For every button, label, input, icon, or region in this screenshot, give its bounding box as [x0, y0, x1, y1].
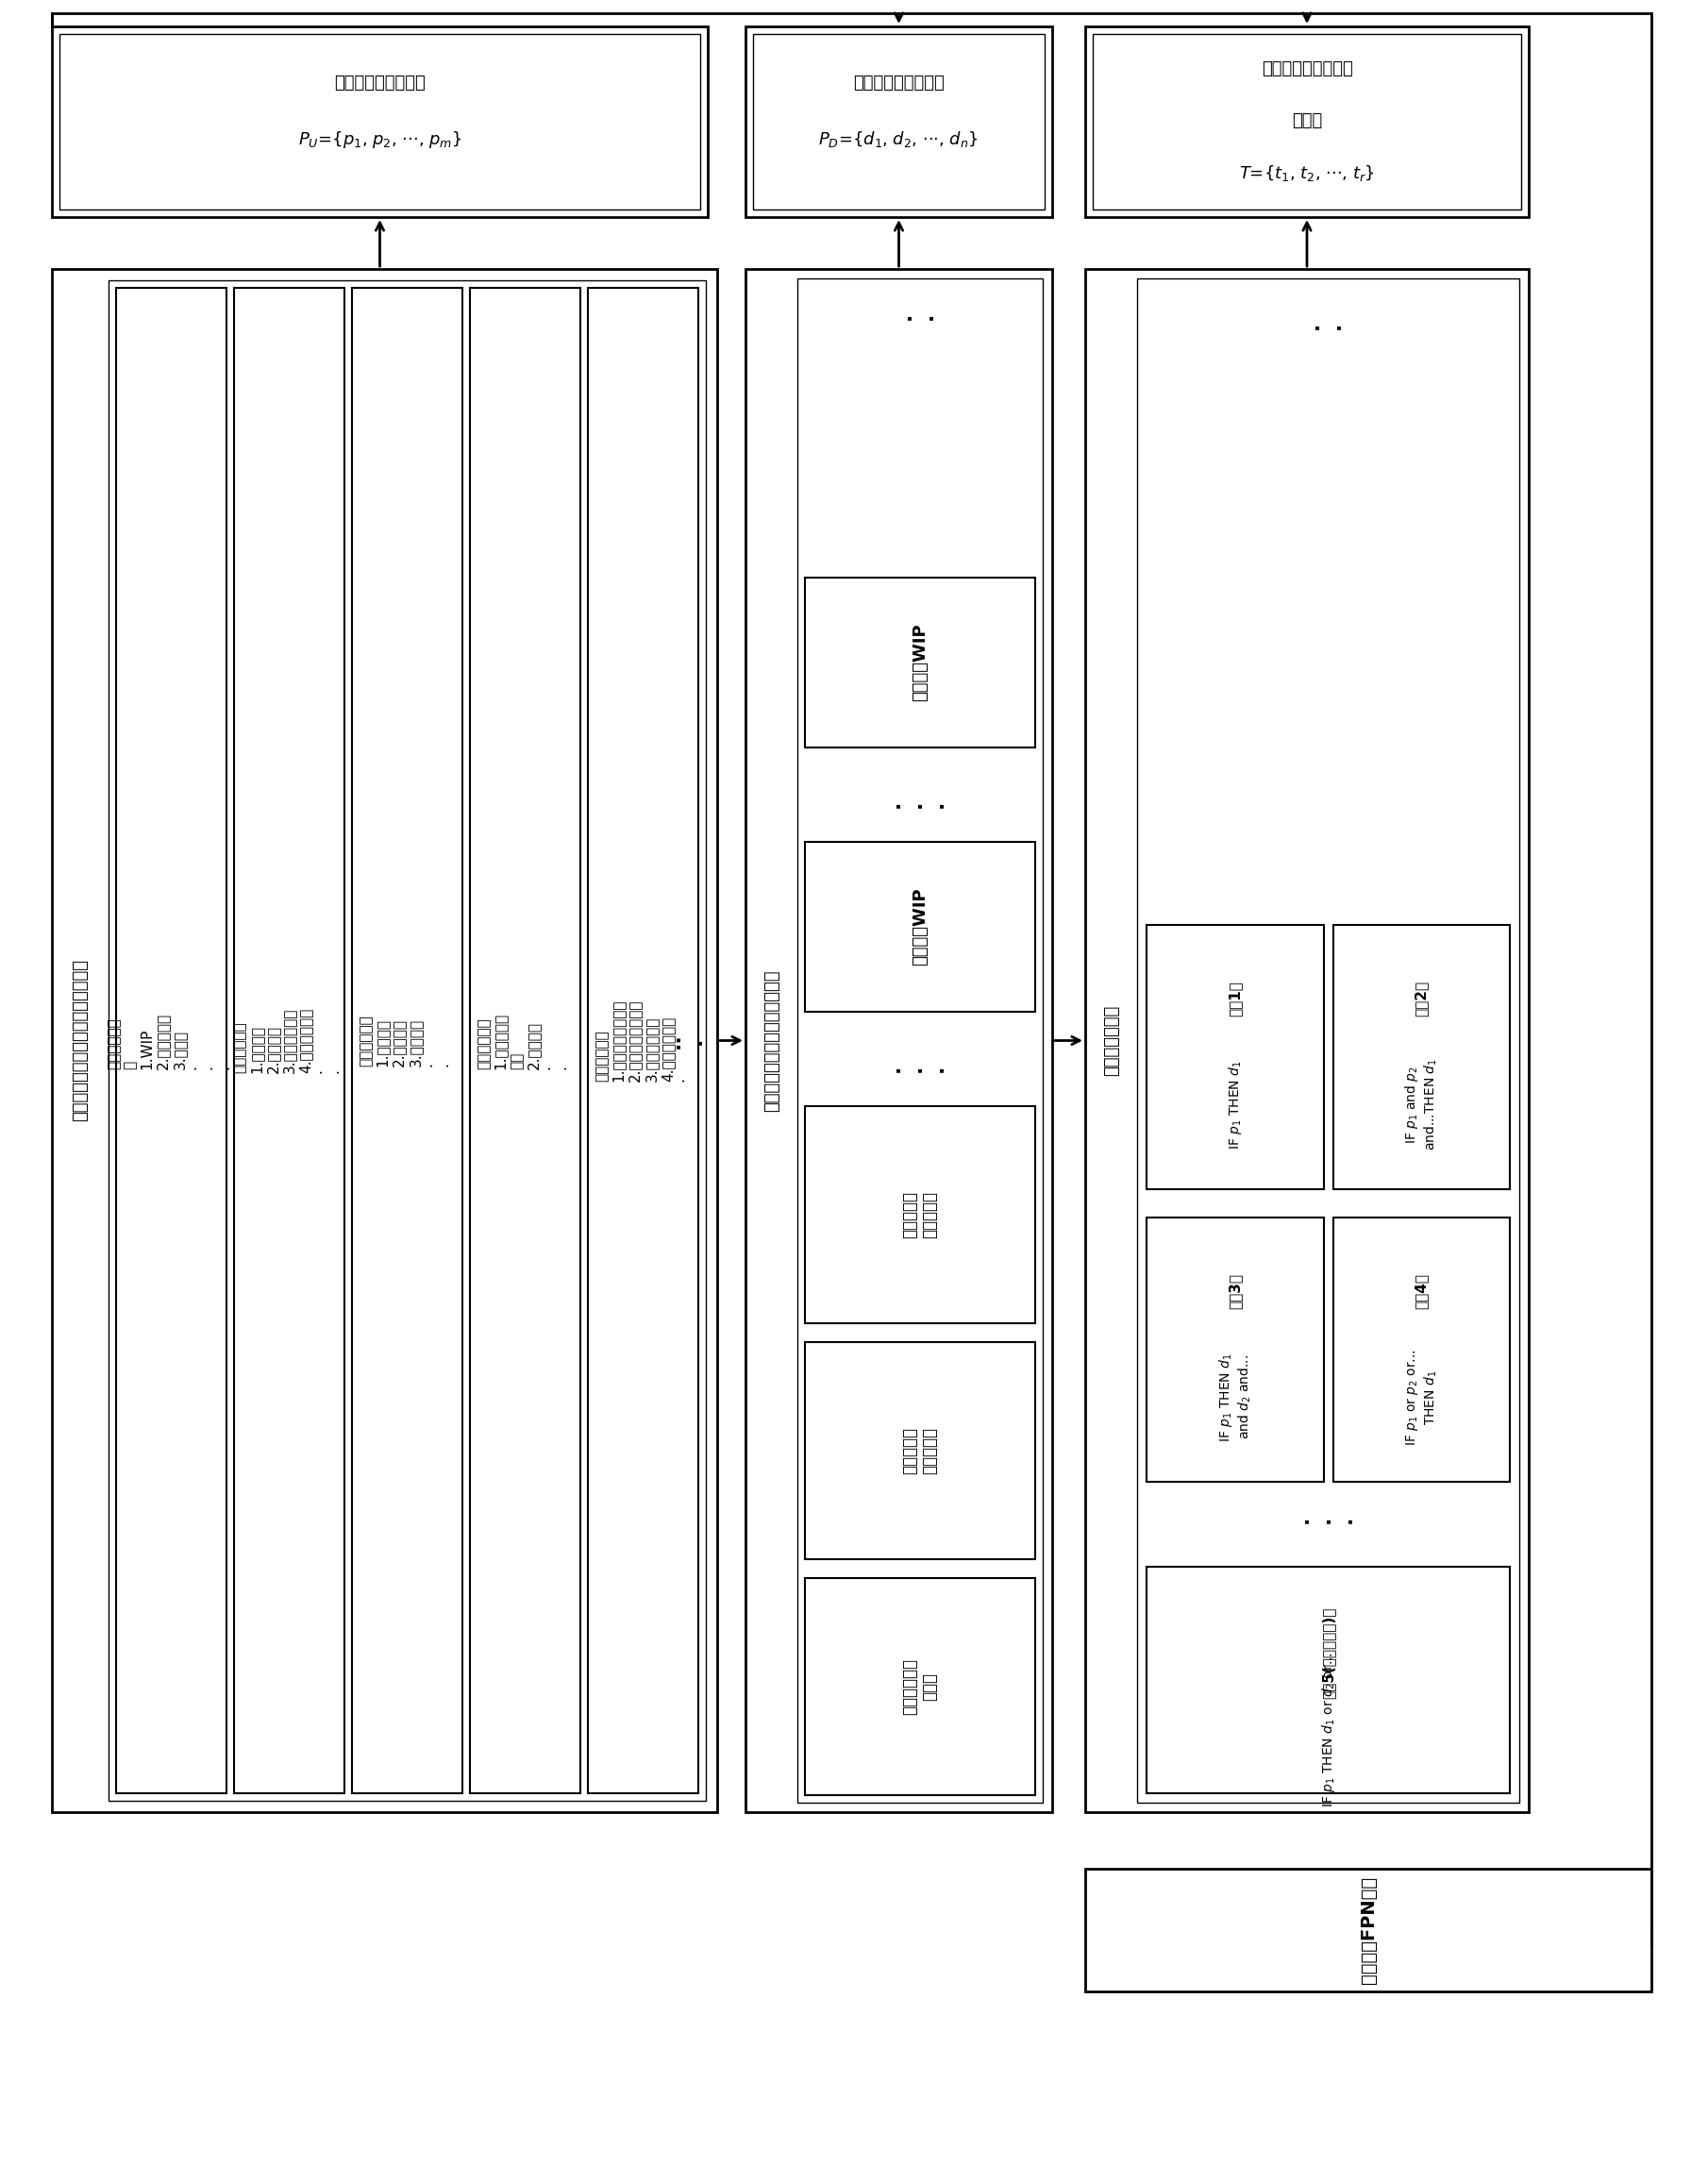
Bar — [745, 269, 1052, 1812]
Bar — [1146, 1567, 1510, 1794]
Bar — [804, 843, 1035, 1012]
Text: 变迁集: 变迁集 — [1291, 113, 1322, 130]
Bar — [51, 26, 707, 217]
Text: 提高单位时
间内投料量: 提高单位时 间内投料量 — [902, 1428, 938, 1474]
Text: IF $p_1$ THEN $d_1$
and $d_2$ and...: IF $p_1$ THEN $d_1$ and $d_2$ and... — [1218, 1352, 1254, 1441]
Text: 加工瓶颈变化
1.严重的临时
瓶颈
2.瓶颈转移
·
·: 加工瓶颈变化 1.严重的临时 瓶颈 2.瓶颈转移 · · — [477, 1012, 574, 1068]
Text: IF $p_1$ THEN $d_1$ or $d_2$ or...: IF $p_1$ THEN $d_1$ or $d_2$ or... — [1320, 1651, 1337, 1807]
Text: $P_D$={$d_1$, $d_2$, ···, $d_n$}: $P_D$={$d_1$, $d_2$, ···, $d_n$} — [818, 130, 979, 150]
Text: 类型1：: 类型1： — [1228, 982, 1242, 1016]
Bar — [1093, 35, 1522, 210]
Bar — [1332, 1218, 1510, 1482]
Text: 构造投料FPN模型: 构造投料FPN模型 — [1360, 1877, 1377, 1985]
Bar — [234, 288, 345, 1794]
Bar — [804, 1341, 1035, 1560]
Bar — [1138, 277, 1520, 1803]
Bar — [51, 269, 717, 1812]
Bar — [109, 280, 705, 1801]
Text: 创建分析规则序: 创建分析规则序 — [1103, 1005, 1120, 1077]
Text: 设备情况变化
1.设备维护
2.设备故障
3.设备更换
·
·: 设备情况变化 1.设备维护 2.设备故障 3.设备更换 · · — [359, 1014, 456, 1066]
Text: 类型2：: 类型2： — [1414, 982, 1428, 1016]
Bar — [1085, 269, 1529, 1812]
Text: 客户需求变化
1.紧急订单
2.订单增减
3.特殊工艺要求
4.订货品种改变
·
·: 客户需求变化 1.紧急订单 2.订单增减 3.特殊工艺要求 4.订货品种改变 ·… — [232, 1008, 345, 1073]
Text: 确定模糊推理条件集: 确定模糊推理条件集 — [335, 74, 425, 91]
Text: 确定模糊推理结论集: 确定模糊推理结论集 — [854, 74, 945, 91]
Text: IF $p_1$ and $p_2$
and...THEN $d_1$: IF $p_1$ and $p_2$ and...THEN $d_1$ — [1404, 1057, 1440, 1151]
Bar — [798, 277, 1042, 1803]
Bar — [1146, 1218, 1324, 1482]
Text: 生产线指标变
化
1.WIP
2.设备利用率
3.生产率
·
·
·: 生产线指标变 化 1.WIP 2.设备利用率 3.生产率 · · · — [106, 1012, 236, 1068]
Bar — [1332, 925, 1510, 1190]
Bar — [116, 288, 227, 1794]
Text: ·
·: · · — [1308, 321, 1349, 329]
Bar — [1146, 925, 1324, 1190]
Text: 减小固定WIP: 减小固定WIP — [912, 624, 929, 702]
Text: IF $p_1$ or $p_2$ or...
THEN $d_1$: IF $p_1$ or $p_2$ or... THEN $d_1$ — [1404, 1348, 1438, 1445]
Bar — [352, 288, 463, 1794]
Text: 产品工艺变化
1.小批新产品试加工
2.大量工件返工现象
3.临时工艺更改
4.临时加工约束
·: 产品工艺变化 1.小批新产品试加工 2.大量工件返工现象 3.临时工艺更改 4.… — [594, 999, 692, 1081]
Text: IF $p_1$ THEN $d_1$: IF $p_1$ THEN $d_1$ — [1226, 1060, 1243, 1149]
Text: 针对不确定性事件更改投料策略: 针对不确定性事件更改投料策略 — [763, 969, 781, 1112]
Text: 不修改当前投
料策略: 不修改当前投 料策略 — [902, 1658, 938, 1714]
Bar — [1085, 1868, 1652, 1991]
Text: ··
·: ·· · — [668, 1034, 709, 1049]
Bar — [804, 1578, 1035, 1794]
Text: $T$={$t_1$, $t_2$, ···, $t_r$}: $T$={$t_1$, $t_2$, ···, $t_r$} — [1238, 163, 1375, 182]
Text: 对应推理规则，确定: 对应推理规则，确定 — [1261, 61, 1353, 78]
Bar — [804, 579, 1035, 748]
Text: 降低单位时
间内投料量: 降低单位时 间内投料量 — [902, 1192, 938, 1237]
Text: ·
·
·: · · · — [1296, 1515, 1360, 1523]
Text: 类型4：: 类型4： — [1414, 1274, 1428, 1309]
Bar — [745, 26, 1052, 217]
Text: ·
·
·: · · · — [888, 800, 951, 808]
Bar — [804, 1105, 1035, 1324]
Text: 类型3：: 类型3： — [1228, 1274, 1242, 1309]
Text: 类型5(不允许出现)：: 类型5(不允许出现)： — [1320, 1608, 1336, 1699]
Bar — [1085, 26, 1529, 217]
Text: 增大固定WIP: 增大固定WIP — [912, 888, 929, 966]
Text: $P_U$={$p_1$, $p_2$, ···, $p_m$}: $P_U$={$p_1$, $p_2$, ···, $p_m$} — [297, 130, 461, 150]
Text: ·
·: · · — [900, 312, 941, 321]
Bar — [60, 35, 700, 210]
Bar — [588, 288, 699, 1794]
Text: ·
·
·: · · · — [888, 1064, 951, 1073]
Bar — [753, 35, 1045, 210]
Text: 分析生产线影响投料的不确定性事件: 分析生产线影响投料的不确定性事件 — [72, 960, 89, 1123]
Bar — [470, 288, 581, 1794]
